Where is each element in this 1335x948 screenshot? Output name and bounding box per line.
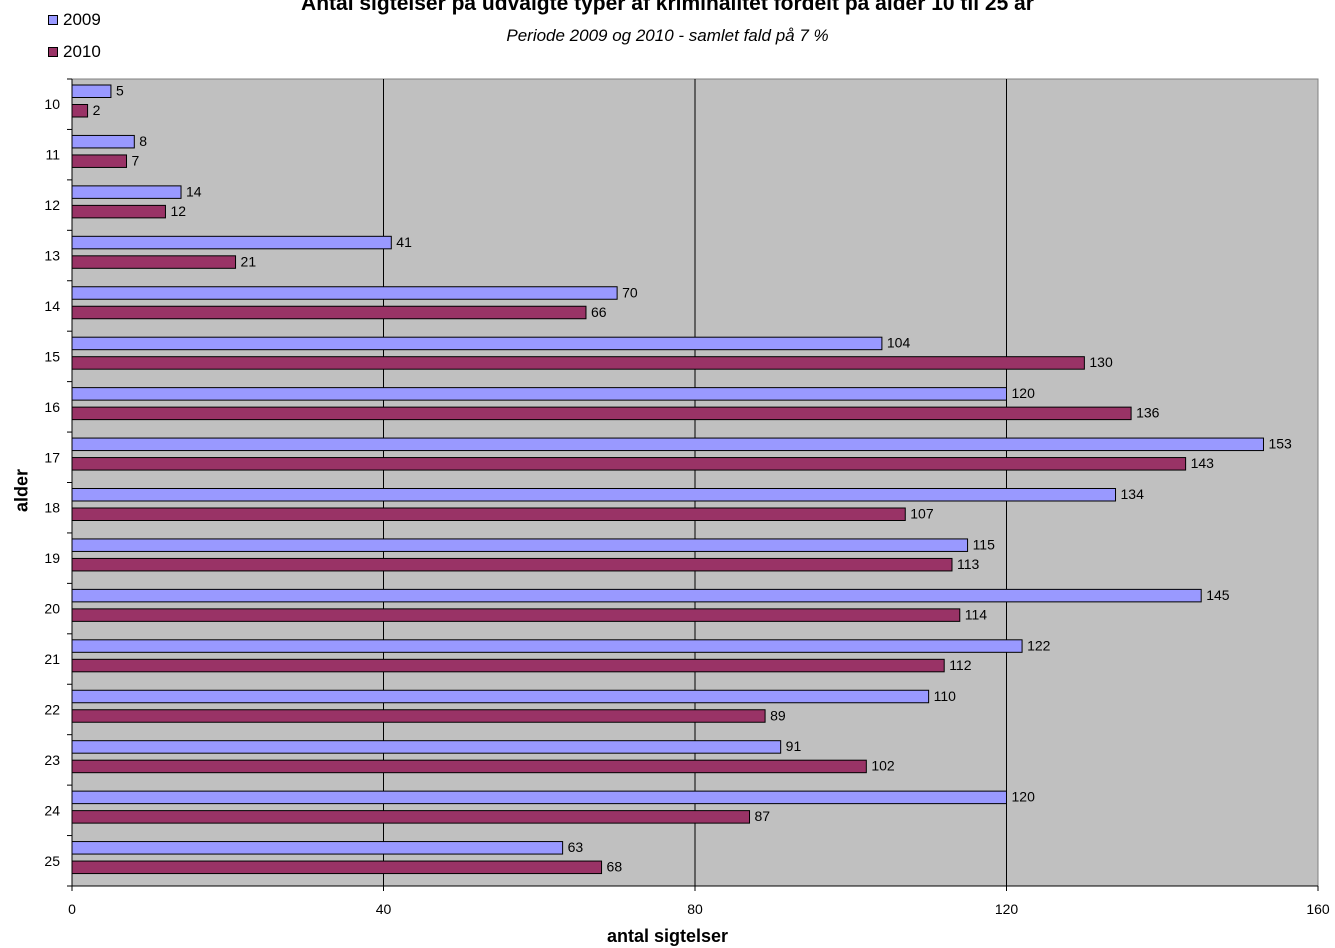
data-label-2009-23: 91 [786, 738, 802, 754]
bar-2010-15 [71, 356, 1085, 370]
x-tick-label-0: 0 [68, 901, 76, 917]
bar-2010-19 [71, 557, 953, 572]
legend-item-2009: 2009 [48, 10, 101, 30]
bar-2010-10 [71, 104, 89, 118]
data-label-2010-16: 136 [1136, 405, 1160, 421]
data-label-2009-17: 153 [1268, 436, 1292, 452]
y-tick-label-13: 13 [44, 248, 60, 264]
legend-swatch-2009 [48, 15, 58, 25]
bar-2009-17 [71, 437, 1264, 452]
bar-2009-16 [71, 387, 1007, 401]
bar-2009-13 [71, 235, 392, 250]
x-tick-label-80: 80 [687, 901, 703, 917]
bar-2010-22 [71, 709, 766, 723]
data-label-2009-24: 120 [1012, 789, 1036, 805]
y-tick-label-15: 15 [44, 348, 60, 364]
data-label-2010-19: 113 [957, 556, 980, 572]
bar-2010-13 [71, 255, 237, 269]
bar-2009-18 [71, 488, 1117, 502]
data-label-2009-20: 145 [1206, 587, 1230, 603]
x-tick-label-40: 40 [376, 901, 392, 917]
data-label-2010-13: 21 [241, 253, 257, 269]
data-label-2009-13: 41 [396, 234, 412, 250]
bar-2010-24 [71, 810, 751, 824]
bar-2009-19 [71, 538, 969, 552]
y-tick-label-21: 21 [44, 651, 60, 667]
data-label-2010-21: 112 [949, 657, 972, 673]
bar-2009-15 [71, 336, 883, 351]
bar-2009-14 [71, 286, 618, 300]
bar-2010-17 [71, 457, 1187, 471]
data-label-2009-18: 134 [1121, 486, 1145, 502]
bar-2010-23 [71, 759, 867, 774]
data-label-2010-14: 66 [591, 304, 607, 320]
data-label-2010-20: 114 [965, 606, 988, 622]
data-label-2009-21: 122 [1027, 637, 1051, 653]
data-label-2010-22: 89 [770, 707, 786, 723]
data-label-2009-16: 120 [1012, 385, 1036, 401]
y-tick-label-24: 24 [44, 802, 60, 818]
bar-2010-11 [71, 154, 128, 168]
y-tick-label-22: 22 [44, 701, 60, 717]
data-label-2009-22: 110 [934, 688, 957, 704]
data-label-2010-10: 2 [93, 102, 101, 118]
y-tick-label-17: 17 [44, 449, 60, 465]
y-tick-label-12: 12 [44, 197, 60, 213]
bar-2009-11 [71, 134, 135, 149]
data-label-2009-15: 104 [887, 335, 911, 351]
bar-2010-12 [71, 204, 166, 219]
bar-2009-12 [71, 185, 182, 199]
data-label-2009-14: 70 [622, 284, 638, 300]
y-tick-label-16: 16 [44, 399, 60, 415]
bar-2010-16 [71, 406, 1132, 421]
x-axis-title: antal sigtelser [606, 926, 729, 946]
bar-2009-21 [71, 639, 1023, 653]
y-axis-title: alder [11, 468, 32, 513]
y-tick-label-23: 23 [44, 752, 60, 768]
x-tick-label-120: 120 [995, 901, 1019, 917]
y-tick-label-19: 19 [44, 550, 60, 566]
data-label-2010-24: 87 [755, 808, 771, 824]
legend-swatch-2010 [48, 47, 58, 57]
bar-2010-14 [71, 305, 587, 320]
y-tick-label-20: 20 [44, 601, 60, 617]
y-tick-label-14: 14 [44, 298, 60, 314]
data-label-2010-18: 107 [910, 506, 934, 522]
data-label-2009-11: 8 [139, 133, 147, 149]
bar-2010-18 [71, 507, 906, 521]
data-label-2010-25: 68 [607, 859, 623, 875]
bar-2009-10 [71, 84, 112, 98]
legend-label-2009: 2009 [63, 10, 101, 29]
data-label-2009-25: 63 [568, 839, 584, 855]
bar-2009-23 [71, 740, 782, 754]
legend-label-2010: 2010 [63, 42, 101, 61]
data-label-2009-12: 14 [186, 183, 202, 199]
chart-title: Antal sigtelser på udvalgte typer af kri… [301, 0, 1034, 15]
y-tick-label-18: 18 [44, 500, 60, 516]
bar-2009-25 [71, 841, 564, 855]
y-tick-label-25: 25 [44, 853, 60, 869]
data-label-2010-12: 12 [170, 203, 186, 219]
legend-item-2010: 2010 [48, 42, 101, 62]
data-label-2009-19: 115 [973, 536, 996, 552]
chart-subtitle: Periode 2009 og 2010 - samlet fald på 7 … [506, 26, 829, 45]
data-label-2010-11: 7 [132, 152, 140, 168]
data-label-2010-17: 143 [1191, 455, 1215, 471]
x-tick-label-160: 160 [1306, 901, 1330, 917]
y-tick-label-11: 11 [45, 147, 60, 163]
bar-2009-22 [71, 689, 930, 704]
data-label-2010-23: 102 [871, 758, 895, 774]
data-label-2010-15: 130 [1089, 354, 1113, 370]
bar-2010-21 [71, 658, 945, 673]
bar-2010-20 [71, 608, 961, 622]
data-label-2009-10: 5 [116, 83, 124, 99]
bar-2009-24 [71, 790, 1007, 805]
y-tick-label-10: 10 [44, 96, 60, 112]
bar-2009-20 [71, 588, 1202, 603]
bar-2010-25 [71, 860, 603, 875]
